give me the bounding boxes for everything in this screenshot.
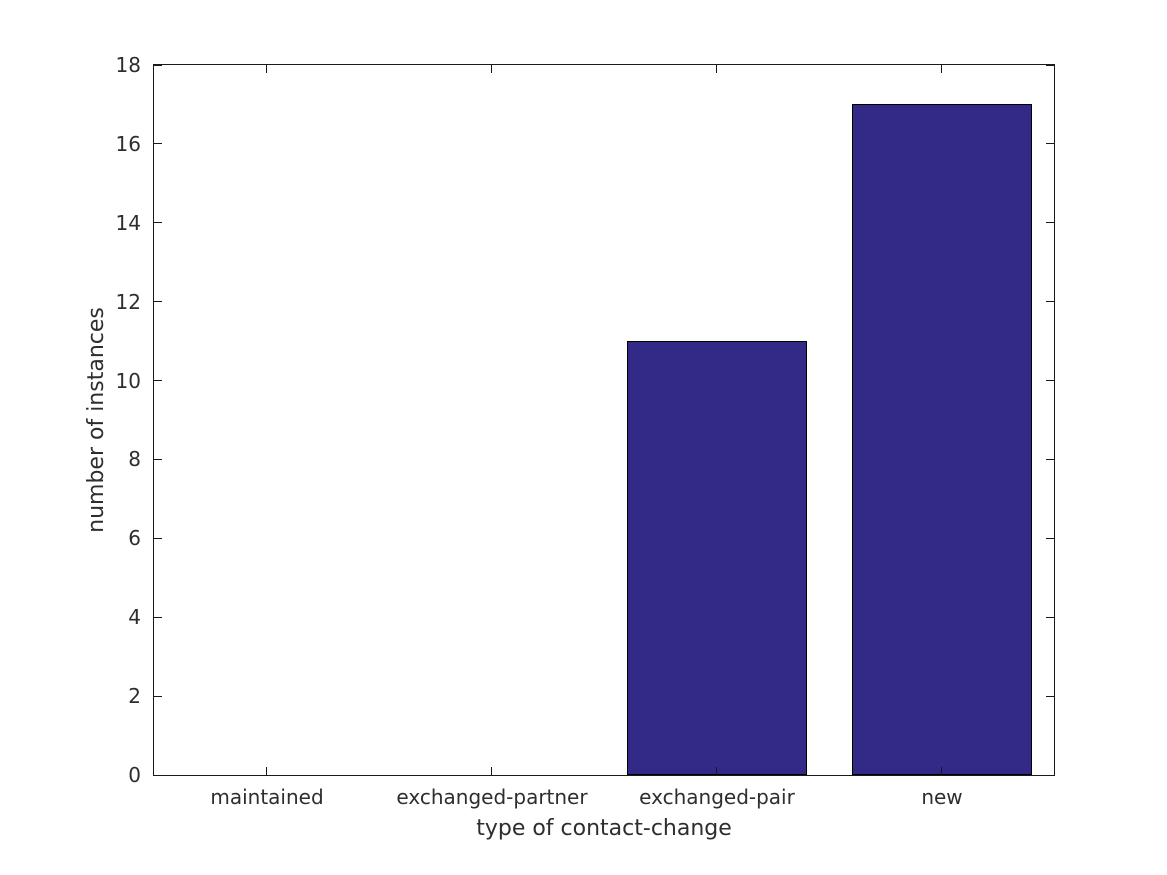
y-tick-mark [1046,617,1054,618]
x-tick-mark [716,65,717,73]
y-tick-mark [1046,143,1054,144]
y-tick-label: 2 [128,684,141,708]
x-axis-label: type of contact-change [476,816,732,841]
y-tick-mark [1046,222,1054,223]
plot-area [153,64,1055,776]
x-tick-mark [491,767,492,775]
y-tick-mark [1046,301,1054,302]
y-tick-mark [154,380,162,381]
y-tick-label: 16 [115,132,141,156]
y-tick-mark [1046,380,1054,381]
y-tick-label: 10 [115,369,141,393]
x-tick-mark [266,65,267,73]
y-tick-mark [154,617,162,618]
y-tick-mark [154,775,162,776]
y-tick-mark [154,65,162,66]
y-tick-mark [154,538,162,539]
y-axis-label: number of instances [84,307,109,533]
y-tick-label: 14 [115,211,141,235]
x-tick-mark [716,767,717,775]
y-tick-label: 8 [128,447,141,471]
x-tick-label: exchanged-partner [396,785,588,809]
y-tick-mark [1046,459,1054,460]
bar-new [852,104,1032,775]
y-tick-mark [1046,65,1054,66]
y-tick-label: 12 [115,290,141,314]
y-tick-mark [154,459,162,460]
y-tick-label: 4 [128,605,141,629]
y-tick-mark [154,301,162,302]
y-tick-mark [1046,696,1054,697]
x-tick-mark [266,767,267,775]
y-tick-mark [154,222,162,223]
y-tick-label: 6 [128,526,141,550]
x-tick-label: exchanged-pair [639,785,795,809]
y-tick-label: 0 [128,763,141,787]
bar-exchanged-pair [627,341,807,775]
x-tick-mark [941,65,942,73]
x-tick-label: maintained [210,785,324,809]
y-tick-mark [154,696,162,697]
y-tick-mark [154,143,162,144]
x-tick-label: new [921,785,963,809]
x-tick-mark [491,65,492,73]
y-tick-label: 18 [115,53,141,77]
x-tick-mark [941,767,942,775]
y-tick-mark [1046,775,1054,776]
y-tick-mark [1046,538,1054,539]
